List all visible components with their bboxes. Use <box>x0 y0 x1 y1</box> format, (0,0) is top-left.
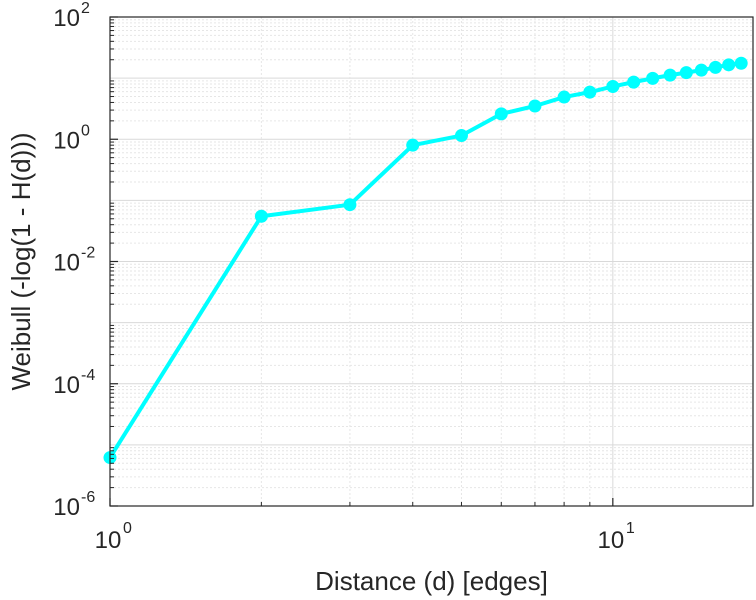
y-tick-label: 10 <box>53 5 80 32</box>
x-tick-label: 10 <box>95 527 122 554</box>
data-point <box>528 99 542 113</box>
data-point <box>708 60 722 74</box>
data-point <box>627 75 641 89</box>
data-point <box>406 138 420 152</box>
data-point <box>646 71 660 85</box>
y-tick-exponent: -4 <box>81 367 95 384</box>
x-tick-exponent: 1 <box>626 520 635 537</box>
data-point <box>663 68 677 82</box>
y-tick-label: 10 <box>53 372 80 399</box>
data-point <box>254 209 268 223</box>
y-tick-label: 10 <box>53 250 80 277</box>
y-tick-exponent: -6 <box>81 489 95 506</box>
x-tick-label: 10 <box>597 527 624 554</box>
series-line <box>108 61 744 460</box>
ticks: 10 -610 -410 -210 010 210 0 10 1 <box>53 0 635 554</box>
data-point <box>343 198 357 212</box>
grid-lines <box>109 17 753 507</box>
data-point <box>734 56 748 70</box>
y-tick-label: 10 <box>53 494 80 521</box>
plot-area <box>103 56 748 465</box>
y-tick-label: 10 <box>53 127 80 154</box>
data-point <box>606 79 620 93</box>
x-tick-exponent: 0 <box>123 520 132 537</box>
data-point <box>557 90 571 104</box>
y-tick-exponent: 2 <box>81 0 90 17</box>
data-point <box>679 66 693 80</box>
y-axis-label: Weibull (-log(1 - H(d))) <box>6 132 36 390</box>
data-point <box>454 129 468 143</box>
data-point <box>494 107 508 121</box>
y-tick-exponent: -2 <box>81 245 95 262</box>
data-point <box>583 85 597 99</box>
data-point <box>722 58 736 72</box>
y-tick-exponent: 0 <box>81 122 90 139</box>
x-axis-label: Distance (d) [edges] <box>315 566 548 596</box>
data-point <box>694 63 708 77</box>
